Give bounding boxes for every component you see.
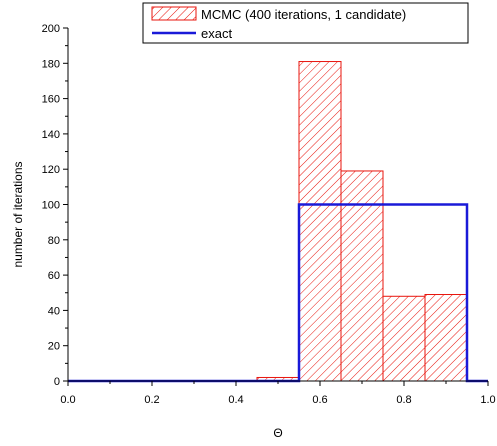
- histogram-bar: [298, 61, 342, 382]
- y-tick-label: 160: [42, 94, 60, 106]
- histogram-bar: [382, 295, 426, 382]
- histogram-bar: [424, 294, 468, 382]
- x-tick-label: 0.2: [144, 394, 159, 406]
- legend-frame: [142, 2, 469, 44]
- x-tick-label: 0.8: [396, 394, 411, 406]
- y-tick-label: 80: [48, 235, 60, 247]
- y-tick-label: 180: [42, 58, 60, 70]
- histogram-bar: [340, 170, 384, 382]
- legend-label-exact: exact: [201, 26, 232, 41]
- x-tick-label: 0.6: [312, 394, 327, 406]
- legend-swatch-mcmc: [151, 6, 197, 21]
- x-tick-label: 0.0: [60, 394, 75, 406]
- y-tick-label: 120: [42, 164, 60, 176]
- x-tick-label: 1.0: [480, 394, 495, 406]
- histogram-bars: [256, 61, 468, 382]
- legend: MCMC (400 iterations, 1 candidate) exact: [142, 2, 469, 44]
- y-tick-label: 0: [54, 376, 60, 388]
- y-tick-label: 60: [48, 270, 60, 282]
- legend-label-mcmc: MCMC (400 iterations, 1 candidate): [201, 7, 406, 22]
- y-tick-label: 200: [42, 23, 60, 35]
- y-axis-label: number of iterations: [11, 161, 25, 267]
- y-tick-label: 140: [42, 129, 60, 141]
- y-tick-label: 20: [48, 341, 60, 353]
- y-tick-label: 100: [42, 200, 60, 212]
- x-axis-label: Θ: [273, 426, 282, 440]
- y-tick-label: 40: [48, 305, 60, 317]
- axes: 0 20 40 60 80 100 120 140 160 180 200 0.0 0.2 0.4 0.6 0…: [42, 23, 496, 406]
- x-tick-label: 0.4: [228, 394, 243, 406]
